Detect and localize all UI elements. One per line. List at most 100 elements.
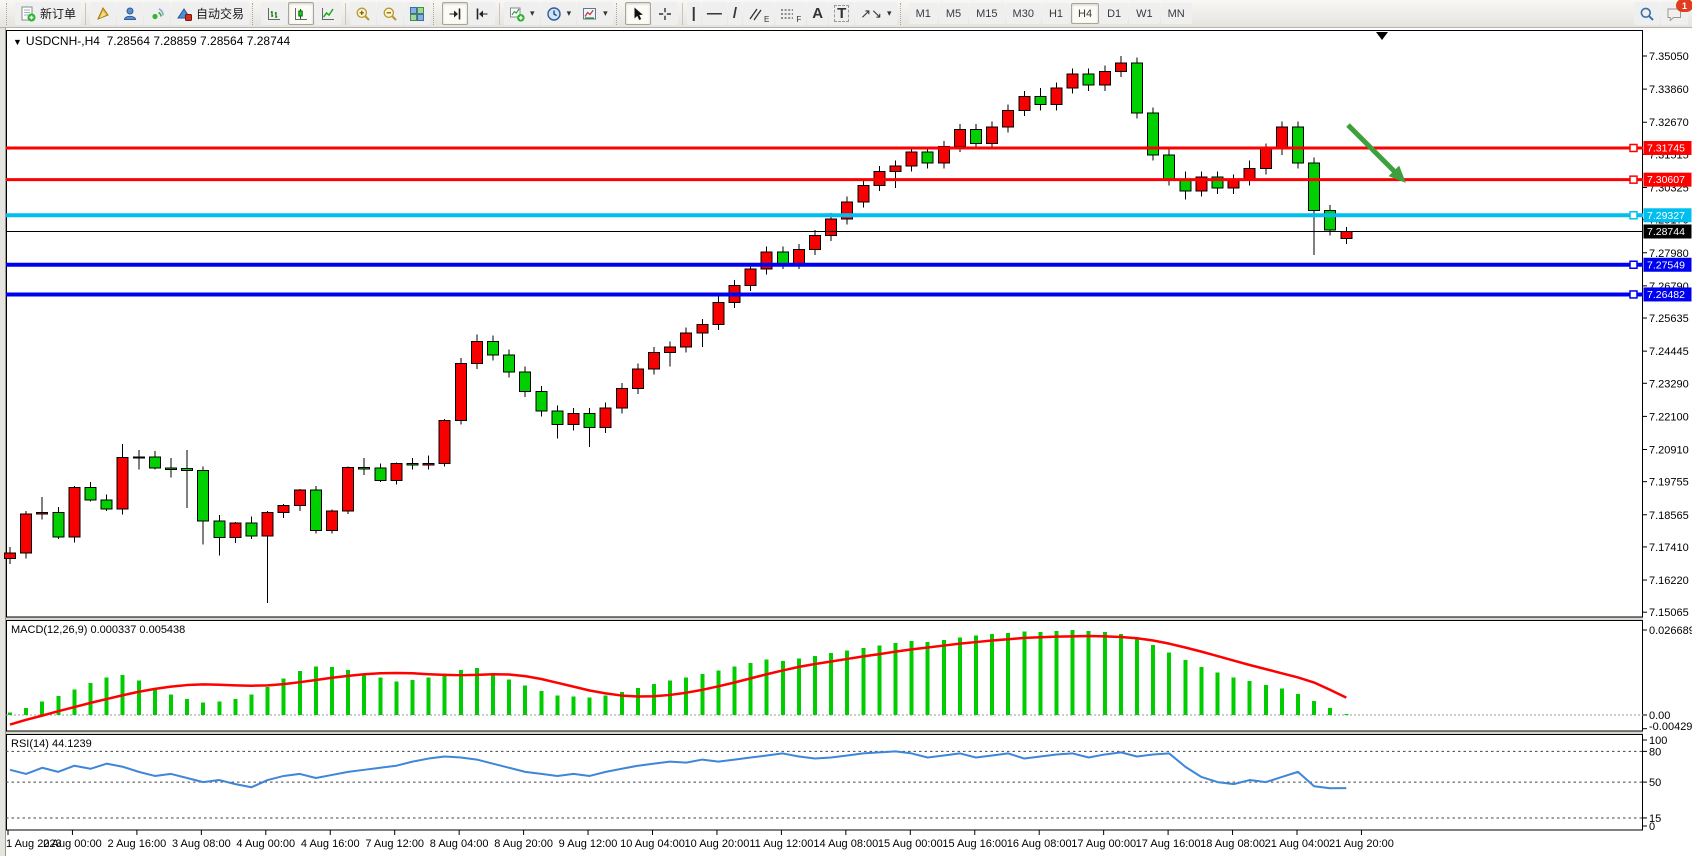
new-order-button[interactable]: 新订单 [15, 2, 82, 25]
svg-text:7.29327: 7.29327 [1647, 210, 1685, 222]
svg-text:7.32670: 7.32670 [1649, 117, 1689, 129]
chevron-down-icon: ▾ [566, 8, 572, 18]
toolbar-grip[interactable] [899, 2, 904, 25]
timeframe-w1[interactable]: W1 [1129, 3, 1160, 24]
text-label-icon: T [834, 5, 850, 22]
text-tool-icon: A [812, 5, 824, 22]
svg-text:18 Aug 08:00: 18 Aug 08:00 [1200, 838, 1265, 850]
tile-windows-button[interactable] [404, 2, 431, 25]
chevron-down-icon: ▾ [887, 8, 892, 18]
signal-icon [152, 7, 165, 19]
search-button[interactable] [1634, 2, 1660, 25]
channel-subscript: E [764, 15, 770, 24]
rsi-line [9, 750, 1347, 790]
search-icon [1640, 7, 1654, 21]
svg-text:8 Aug 04:00: 8 Aug 04:00 [430, 838, 489, 850]
market-icon [97, 6, 109, 20]
new-order-icon [21, 6, 36, 21]
channel-tool-button[interactable]: E [743, 2, 775, 25]
zoom-out-button[interactable] [377, 2, 404, 25]
trendline-tool-button[interactable]: / [727, 2, 742, 25]
svg-text:7.33860: 7.33860 [1649, 84, 1689, 96]
user-icon [124, 7, 137, 20]
macd-axis: 0.026689 0.00-0.004299 [1643, 625, 1692, 733]
zoom-out-icon [383, 7, 397, 21]
timeframe-d1[interactable]: D1 [1100, 3, 1129, 24]
chart-bars-button[interactable] [261, 2, 288, 25]
autotrade-label: 自动交易 [196, 7, 245, 21]
vertical-line-tool-button[interactable]: | [686, 2, 701, 25]
timeframe-h1[interactable]: H1 [1041, 3, 1071, 24]
toolbar-separator [499, 2, 501, 25]
svg-text:15 Aug 16:00: 15 Aug 16:00 [942, 838, 1007, 850]
crosshair-tool-button[interactable] [651, 2, 678, 25]
signals-button[interactable] [144, 2, 171, 25]
toolbar-grip[interactable] [615, 2, 620, 25]
chart-candles-button[interactable] [288, 2, 315, 25]
svg-text:7.25635: 7.25635 [1649, 313, 1689, 325]
community-button[interactable] [117, 2, 144, 25]
svg-text:16 Aug 08:00: 16 Aug 08:00 [1007, 838, 1072, 850]
svg-text:0.00: 0.00 [1649, 710, 1670, 722]
timeframe-mn[interactable]: MN [1160, 3, 1192, 24]
toolbar-separator [345, 2, 347, 25]
svg-text:2 Aug 00:00: 2 Aug 00:00 [43, 838, 102, 850]
timeframe-m1[interactable]: M1 [908, 3, 938, 24]
rsi-levels [6, 750, 1643, 819]
svg-text:17 Aug 00:00: 17 Aug 00:00 [1071, 838, 1136, 850]
svg-text:10 Aug 20:00: 10 Aug 20:00 [685, 838, 750, 850]
svg-text:7.31745: 7.31745 [1647, 142, 1685, 154]
add-indicator-icon [510, 7, 525, 22]
add-indicator-button[interactable]: ▾ [504, 2, 540, 25]
svg-text:7.17410: 7.17410 [1649, 542, 1689, 554]
svg-text:4 Aug 00:00: 4 Aug 00:00 [236, 838, 295, 850]
cursor-icon [634, 7, 643, 20]
autotrade-button[interactable]: 自动交易 [171, 2, 250, 25]
price-axis: 7.350507.338607.326707.315157.303257.291… [1643, 51, 1689, 619]
template-icon [583, 7, 597, 19]
timeframe-h4[interactable]: H4 [1071, 3, 1100, 24]
zoom-in-button[interactable] [350, 2, 377, 25]
templates-button[interactable]: ▾ [577, 2, 613, 25]
svg-text:7.15065: 7.15065 [1649, 607, 1689, 619]
arrows-tool-button[interactable]: ↗↘ ▾ [855, 2, 897, 25]
chart-shift-button[interactable] [469, 2, 496, 25]
toolbar-grip[interactable] [433, 2, 437, 25]
horizontal-line-tool-button[interactable]: — [701, 2, 727, 25]
svg-text:7.30607: 7.30607 [1647, 174, 1685, 186]
toolbar-grip[interactable] [252, 2, 256, 25]
text-tool-button[interactable]: A [807, 2, 829, 25]
auto-scroll-button[interactable] [442, 2, 469, 25]
chart-line-button[interactable] [315, 2, 342, 25]
price-tags: 7.31745 7.30607 7.29327 7.27549 7.26482 7.287… [1643, 140, 1692, 302]
candles-chart-icon [295, 7, 308, 20]
svg-text:7 Aug 12:00: 7 Aug 12:00 [365, 838, 424, 850]
timeframe-m5[interactable]: M5 [938, 3, 969, 24]
channel-icon [749, 8, 762, 20]
chart-canvas[interactable]: 7.350507.338607.326707.315157.303257.291… [0, 28, 1692, 856]
macd-histogram [8, 629, 1349, 715]
svg-text:7.27980: 7.27980 [1649, 248, 1689, 260]
fibonacci-tool-button[interactable]: F [775, 2, 807, 25]
timeframe-m30[interactable]: M30 [1005, 3, 1041, 24]
timeframe-m15[interactable]: M15 [969, 3, 1005, 24]
periods-button[interactable]: ▾ [540, 2, 577, 25]
svg-text:2 Aug 16:00: 2 Aug 16:00 [108, 838, 167, 850]
chat-button[interactable]: 1 [1661, 0, 1692, 25]
svg-text:7.19755: 7.19755 [1649, 477, 1689, 489]
svg-text:7.16220: 7.16220 [1649, 575, 1689, 587]
svg-text:7.27549: 7.27549 [1647, 259, 1685, 271]
svg-text:7.26482: 7.26482 [1647, 289, 1685, 301]
svg-text:1 Aug 2023: 1 Aug 2023 [6, 838, 62, 850]
mql-market-button[interactable] [90, 2, 117, 25]
toolbar-grip[interactable] [6, 2, 10, 25]
toolbar-separator [85, 2, 87, 25]
svg-text:0.026689: 0.026689 [1649, 625, 1692, 637]
cursor-tool-button[interactable] [624, 2, 651, 25]
svg-text:7.20910: 7.20910 [1649, 445, 1689, 457]
svg-text:50: 50 [1649, 777, 1661, 789]
text-label-tool-button[interactable]: T [829, 2, 855, 25]
rsi-pane [6, 734, 1643, 831]
svg-text:10 Aug 04:00: 10 Aug 04:00 [620, 838, 685, 850]
